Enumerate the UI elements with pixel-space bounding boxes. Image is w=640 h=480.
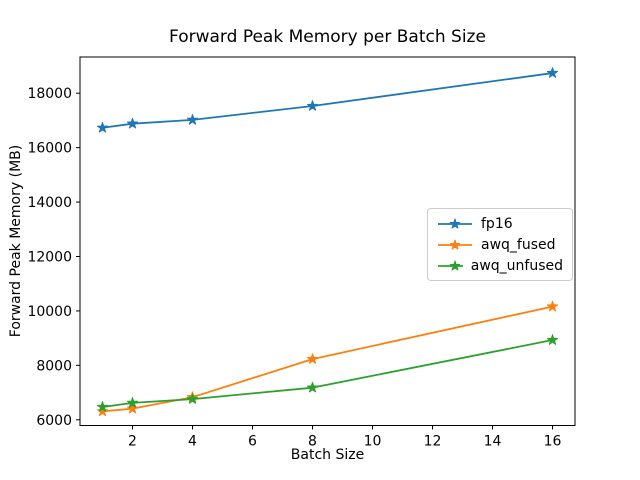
awq_fused-marker [96,405,109,417]
x-tick-label: 12 [424,434,442,450]
awq_unfused-marker [96,401,109,412]
awq_fused-marker [306,353,319,364]
legend-entry-awq-unfused: awq_unfused [437,256,563,275]
awq_unfused-marker [186,393,199,404]
fp16-marker [306,100,319,111]
y-tick-label: 14000 [27,195,72,211]
legend-entry-fp16: fp16 [437,214,563,233]
awq_fused-line [101,305,554,413]
x-tick-label: 10 [364,434,382,450]
y-tick-label: 6000 [36,413,72,429]
awq_unfused-legend-marker [449,260,461,271]
chart-title: Forward Peak Memory per Batch Size [169,27,486,47]
awq_fused-marker [126,402,139,414]
fp16-line [101,72,554,129]
y-tick-label: 10000 [27,304,72,320]
x-tick-label: 6 [248,434,257,450]
y-axis-label: Forward Peak Memory (MB) [8,144,24,338]
awq_unfused-marker [546,334,559,345]
legend-label: awq_fused [481,236,556,253]
x-tick-label: 4 [188,434,197,450]
fp16-marker [126,117,139,129]
x-axis-label: Batch Size [290,447,365,463]
awq_unfused-line [101,339,554,408]
x-tick-label: 2 [128,434,137,450]
legend-label: awq_unfused [470,257,563,274]
x-tick-label: 16 [544,434,562,450]
axes-frame [79,56,576,426]
awq_unfused-marker [126,397,139,408]
fp16-marker [546,67,559,78]
fp16-legend-marker [449,218,461,229]
legend-label: fp16 [481,215,513,232]
y-tick-label: 16000 [27,141,72,157]
y-tick-label: 12000 [27,249,72,265]
awq_fused-legend-marker [449,239,461,250]
x-tick-label: 8 [308,434,317,450]
y-tick-label: 18000 [27,86,72,102]
fp16-marker [96,121,109,133]
legend-line-sample-icon [438,239,472,250]
y-tick-label: 8000 [36,358,72,374]
fp16-marker [186,114,199,125]
x-tick-label: 14 [484,434,502,450]
awq_fused-marker [546,300,559,312]
legend: fp16 awq_fused awq_unfused [427,208,573,281]
legend-line-sample-icon [438,218,472,229]
legend-line-sample-icon [438,260,463,271]
legend-entry-awq-fused: awq_fused [437,235,563,254]
awq_unfused-marker [306,381,319,393]
